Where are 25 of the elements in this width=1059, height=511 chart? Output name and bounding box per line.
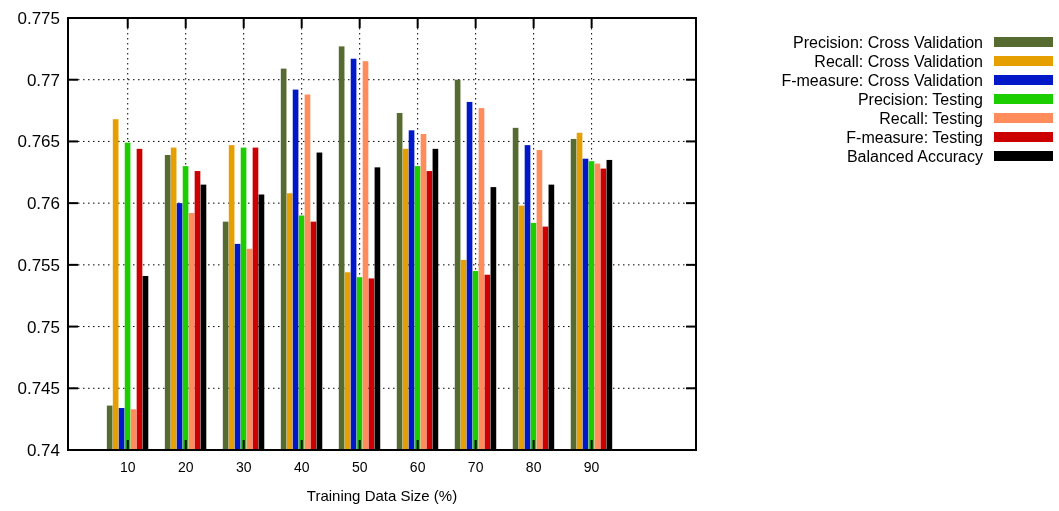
x-tick-label: 80 bbox=[525, 459, 542, 475]
x-tick-label: 30 bbox=[235, 459, 252, 475]
x-tick-label: 10 bbox=[119, 459, 136, 475]
y-tick-label: 0.745 bbox=[17, 379, 60, 399]
y-tick-label: 0.77 bbox=[26, 70, 60, 90]
legend-label: Balanced Accuracy bbox=[846, 147, 983, 165]
legend-label: Recall: Cross Validation bbox=[814, 52, 983, 70]
legend-label: Precision: Testing bbox=[857, 90, 983, 108]
x-axis-title: Training Data Size (%) bbox=[306, 487, 458, 504]
y-tick-label: 0.74 bbox=[26, 440, 60, 460]
x-tick-label: 50 bbox=[351, 459, 368, 475]
x-tick-label: 60 bbox=[409, 459, 426, 475]
y-tick-label: 0.76 bbox=[26, 194, 60, 214]
x-tick-label: 90 bbox=[583, 459, 600, 475]
legend-label: Recall: Testing bbox=[879, 109, 983, 127]
y-tick-label: 0.775 bbox=[17, 8, 60, 28]
y-tick-label: 0.765 bbox=[17, 132, 60, 152]
legend-label: Precision: Cross Validation bbox=[792, 33, 983, 51]
x-tick-label: 70 bbox=[467, 459, 484, 475]
x-tick-label: 40 bbox=[293, 459, 310, 475]
y-tick-label: 0.755 bbox=[17, 255, 60, 275]
legend-label: F-measure: Cross Validation bbox=[781, 71, 983, 89]
legend-label: F-measure: Testing bbox=[846, 128, 983, 146]
y-tick-label: 0.75 bbox=[26, 317, 60, 337]
x-tick-label: 20 bbox=[177, 459, 194, 475]
